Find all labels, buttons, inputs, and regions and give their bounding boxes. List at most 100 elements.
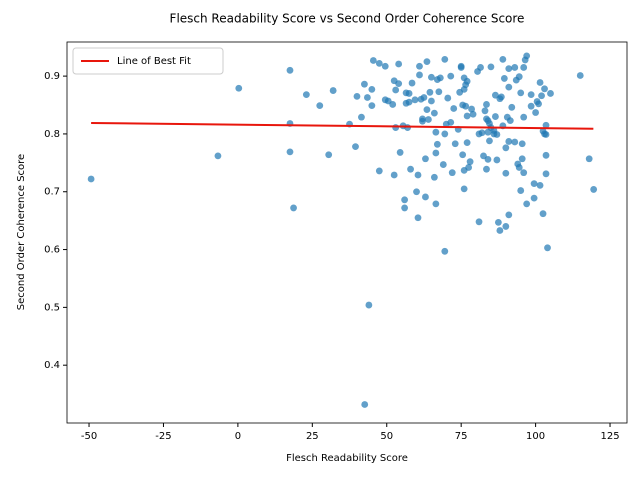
point <box>389 101 397 108</box>
point <box>505 65 513 72</box>
point <box>494 218 502 226</box>
point <box>536 181 544 189</box>
point <box>363 94 371 101</box>
point <box>286 66 294 74</box>
point <box>390 171 398 179</box>
point <box>290 204 297 212</box>
point <box>416 71 423 79</box>
x-tick-label: 75 <box>455 431 468 442</box>
point <box>465 164 473 171</box>
point <box>527 102 535 110</box>
point <box>433 140 441 148</box>
point <box>395 80 403 88</box>
point <box>483 101 490 108</box>
point <box>463 112 471 120</box>
point <box>511 64 519 71</box>
point <box>214 152 222 160</box>
point <box>428 73 435 81</box>
point <box>432 200 440 208</box>
point <box>508 103 516 111</box>
point <box>496 227 504 234</box>
point <box>432 128 440 136</box>
point <box>392 124 400 131</box>
point <box>405 98 413 106</box>
point <box>448 169 456 177</box>
point <box>375 167 383 175</box>
point <box>523 52 531 60</box>
point <box>541 85 548 93</box>
y-axis-label: Second Order Coherence Score <box>16 154 27 310</box>
point <box>444 94 452 102</box>
legend: Line of Best Fit <box>72 47 224 75</box>
x-tick-label: 100 <box>526 431 545 442</box>
point <box>447 118 455 126</box>
point <box>505 138 513 145</box>
point <box>484 155 492 163</box>
point <box>487 63 495 71</box>
point <box>463 139 471 146</box>
point <box>502 144 510 152</box>
point <box>520 113 528 121</box>
x-tick-label: 50 <box>380 431 393 442</box>
point <box>447 72 455 80</box>
point <box>500 75 508 82</box>
point <box>423 106 431 114</box>
point <box>463 77 471 85</box>
point <box>395 60 403 68</box>
point <box>302 91 310 99</box>
point <box>459 151 467 159</box>
point <box>426 88 434 96</box>
legend-label: Line of Best Fit <box>117 56 191 67</box>
point <box>441 130 449 138</box>
point <box>368 102 376 109</box>
point <box>535 100 542 108</box>
point <box>457 62 465 70</box>
point <box>517 89 525 97</box>
point <box>441 247 449 255</box>
point <box>401 204 409 212</box>
point <box>532 109 540 116</box>
point <box>235 84 243 92</box>
point <box>392 86 400 94</box>
point <box>358 113 365 121</box>
point <box>520 64 528 71</box>
point <box>517 187 525 194</box>
point <box>530 180 538 188</box>
point <box>430 173 438 181</box>
y-tick-label: 0.6 <box>44 245 60 256</box>
point <box>547 90 554 97</box>
point <box>576 72 584 79</box>
point <box>515 73 523 81</box>
point <box>425 116 432 123</box>
point <box>502 169 510 177</box>
point <box>478 129 486 137</box>
point <box>539 210 547 218</box>
point <box>352 143 359 151</box>
point <box>329 87 337 94</box>
point <box>542 131 550 138</box>
point <box>435 88 443 96</box>
point <box>505 211 513 219</box>
point <box>428 97 435 105</box>
point <box>422 155 429 163</box>
point <box>369 57 377 64</box>
fit-line <box>91 121 594 130</box>
point <box>325 151 333 159</box>
point <box>527 91 535 99</box>
point <box>530 194 538 202</box>
point <box>506 117 514 125</box>
x-tick-label: -25 <box>155 431 171 442</box>
legend-box <box>72 47 224 75</box>
point <box>538 92 545 100</box>
point <box>396 149 404 156</box>
point <box>544 244 551 252</box>
point <box>422 193 429 201</box>
point <box>436 74 444 82</box>
point <box>368 86 376 93</box>
x-tick-label: 25 <box>306 431 319 442</box>
point <box>432 149 440 157</box>
point <box>477 64 484 71</box>
y-tick-label: 0.4 <box>44 360 60 371</box>
